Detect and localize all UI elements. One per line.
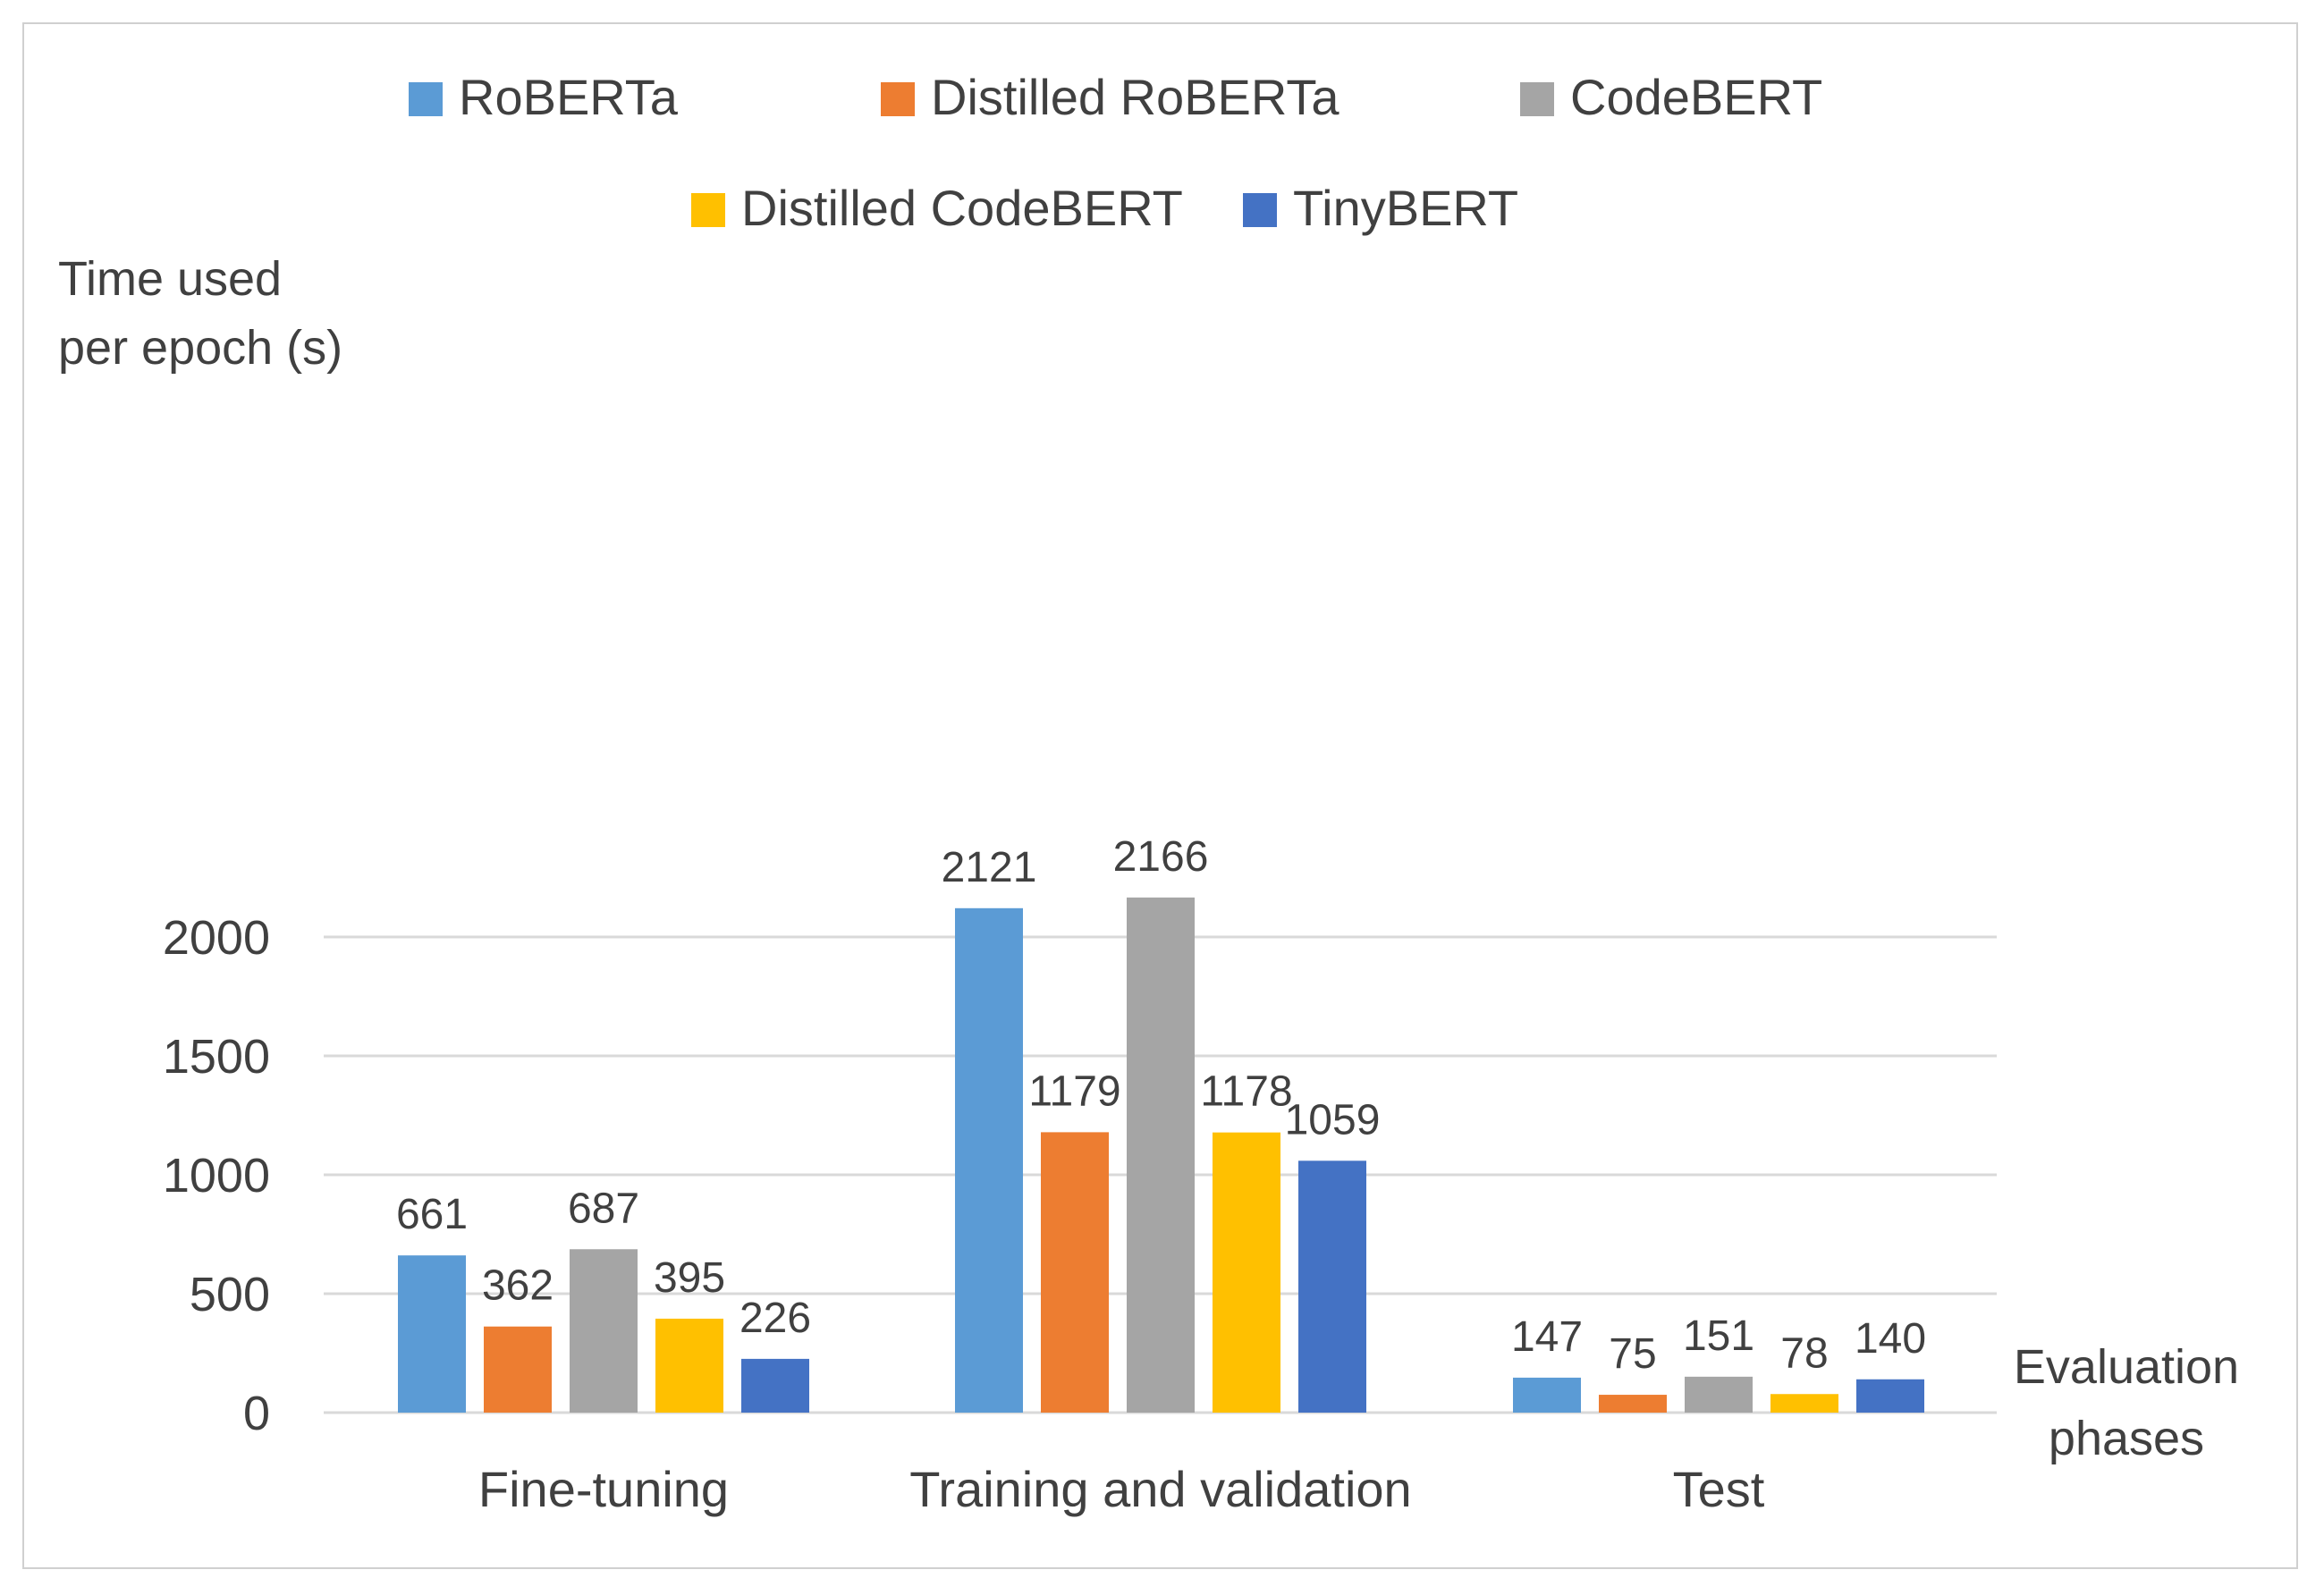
bar-tinybert-1: [1298, 1160, 1366, 1413]
y-tick-label: 1000: [163, 1149, 270, 1203]
legend-swatch: [881, 82, 915, 116]
data-label: 661: [396, 1191, 468, 1238]
data-label: 147: [1511, 1313, 1583, 1361]
legend-item-roberta: RoBERTa: [409, 69, 679, 125]
bar-distilled-codebert-1: [1213, 1132, 1280, 1413]
x-axis-title-line-2: phases: [2049, 1412, 2204, 1465]
x-category-label: Test: [1673, 1461, 1765, 1517]
bar-tinybert-2: [1856, 1379, 1924, 1413]
bar-roberta-2: [1513, 1377, 1581, 1413]
data-label: 1178: [1200, 1068, 1292, 1116]
x-category-label: Fine-tuning: [478, 1461, 729, 1517]
legend-item-codebert: CodeBERT: [1520, 69, 1822, 125]
data-label: 2121: [942, 844, 1037, 891]
data-label: 78: [1780, 1329, 1828, 1377]
bar-distilled-codebert-2: [1770, 1394, 1838, 1413]
legend-swatch: [691, 193, 725, 227]
bar-distilled-codebert-0: [655, 1318, 723, 1413]
data-label: 395: [654, 1254, 725, 1302]
data-label: 1059: [1285, 1096, 1381, 1144]
bar-codebert-1: [1127, 897, 1195, 1413]
data-label: 151: [1683, 1312, 1754, 1360]
legend-item-distilled-roberta: Distilled RoBERTa: [881, 69, 1339, 125]
y-tick-label: 500: [190, 1268, 270, 1321]
y-axis-ticks: 0 500 1000 1500 2000: [163, 911, 270, 1440]
data-label: 140: [1855, 1315, 1926, 1363]
legend-item-tinybert: TinyBERT: [1243, 180, 1518, 236]
x-axis-categories: Fine-tuning Training and validation Test: [478, 1461, 1765, 1517]
data-label: 2166: [1113, 833, 1209, 881]
y-axis-title-line-1: Time used: [58, 252, 282, 306]
x-category-label: Training and validation: [909, 1461, 1411, 1517]
legend-swatch: [409, 82, 443, 116]
legend: RoBERTa Distilled RoBERTa CodeBERT Distille…: [409, 69, 1822, 236]
legend-swatch: [1243, 193, 1277, 227]
bar-codebert-0: [570, 1249, 638, 1413]
legend-item-distilled-codebert: Distilled CodeBERT: [691, 180, 1183, 236]
y-axis-title-line-2: per epoch (s): [58, 321, 342, 375]
legend-swatch: [1520, 82, 1554, 116]
x-axis-title-line-1: Evaluation: [2014, 1340, 2239, 1394]
y-tick-label: 1500: [163, 1030, 270, 1084]
bar-distilled-roberta-0: [484, 1326, 552, 1413]
bar-tinybert-0: [741, 1358, 809, 1413]
legend-label: Distilled CodeBERT: [741, 180, 1183, 236]
data-label: 362: [482, 1262, 554, 1310]
data-label: 226: [739, 1295, 811, 1342]
bar-roberta-0: [398, 1255, 466, 1413]
bar-distilled-roberta-2: [1599, 1395, 1667, 1413]
legend-label: TinyBERT: [1293, 180, 1518, 236]
legend-label: CodeBERT: [1570, 69, 1822, 125]
legend-label: Distilled RoBERTa: [931, 69, 1339, 125]
bars: [398, 897, 1924, 1413]
y-tick-label: 0: [243, 1387, 270, 1440]
legend-label: RoBERTa: [459, 69, 679, 125]
data-label: 75: [1609, 1330, 1656, 1378]
data-label: 1179: [1028, 1068, 1120, 1115]
bar-distilled-roberta-1: [1041, 1132, 1109, 1413]
data-label: 687: [568, 1185, 639, 1232]
bar-codebert-2: [1685, 1376, 1753, 1413]
bar-roberta-1: [955, 907, 1023, 1413]
y-tick-label: 2000: [163, 911, 270, 965]
